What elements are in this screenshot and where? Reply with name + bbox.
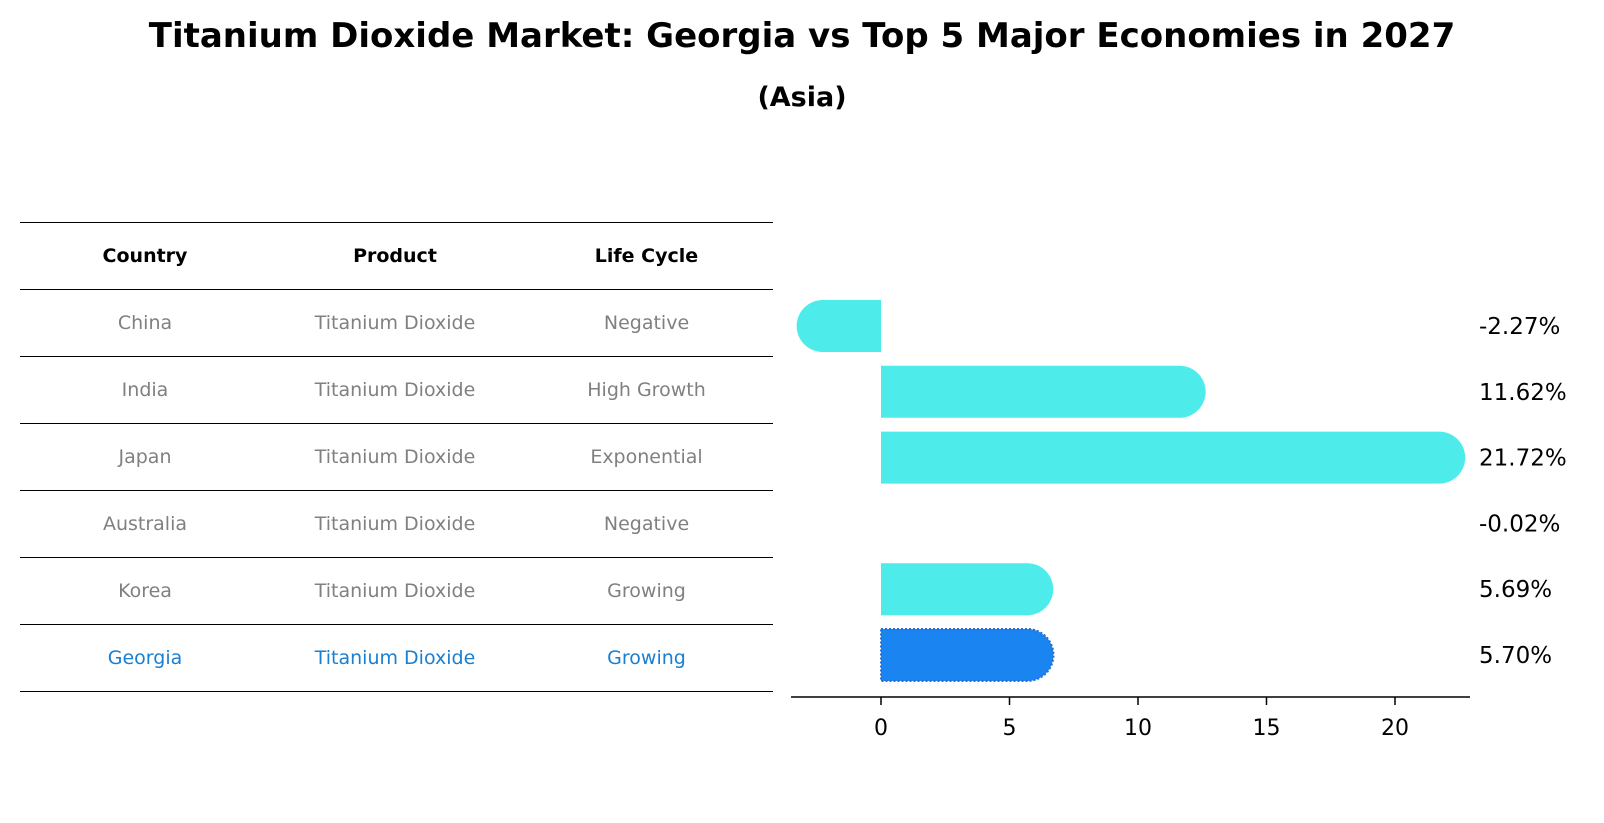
bar-china (796, 300, 881, 352)
chart-title: Titanium Dioxide Market: Georgia vs Top … (148, 16, 1456, 56)
value-label-korea: 5.69% (1479, 577, 1552, 603)
x-tick-label: 5 (1003, 716, 1017, 741)
x-tick-label: 10 (1124, 716, 1152, 741)
bar-india (881, 365, 1206, 418)
cell-product: Titanium Dioxide (314, 647, 476, 669)
value-label-japan: 21.72% (1479, 446, 1567, 472)
table-row-highlighted: Georgia Titanium Dioxide Growing (20, 624, 773, 692)
chart-subtitle: (Asia) (757, 82, 847, 113)
header-country: Country (102, 245, 188, 267)
cell-country: China (117, 312, 173, 334)
cell-country: Georgia (107, 647, 183, 669)
value-label-australia: -0.02% (1479, 511, 1560, 537)
cell-life-cycle: High Growth (587, 379, 706, 401)
x-tick-label: 0 (874, 716, 888, 741)
cell-life-cycle: Growing (607, 580, 686, 602)
x-tick-label: 20 (1381, 716, 1409, 741)
value-label-georgia: 5.70% (1479, 643, 1552, 669)
cell-country: Korea (118, 580, 172, 602)
cell-life-cycle: Negative (603, 312, 690, 334)
table-header-row: Country Product Life Cycle (20, 222, 773, 289)
bar-japan (881, 431, 1466, 484)
bar-korea (881, 563, 1054, 616)
cell-country: India (121, 379, 169, 401)
cell-country: Australia (102, 513, 188, 535)
value-label-china: -2.27% (1479, 314, 1560, 340)
cell-product: Titanium Dioxide (314, 312, 476, 334)
cell-product: Titanium Dioxide (314, 513, 476, 535)
header-product: Product (353, 245, 437, 267)
table-row: India Titanium Dioxide High Growth (20, 356, 773, 423)
table-row: Australia Titanium Dioxide Negative (20, 490, 773, 557)
x-tick-label: 15 (1253, 716, 1281, 741)
cell-country: Japan (118, 446, 172, 468)
cell-product: Titanium Dioxide (314, 379, 476, 401)
cell-life-cycle: Growing (607, 647, 686, 669)
table-row: Korea Titanium Dioxide Growing (20, 557, 773, 624)
table-row: China Titanium Dioxide Negative (20, 289, 773, 356)
cell-product: Titanium Dioxide (314, 446, 476, 468)
header-life-cycle: Life Cycle (594, 245, 699, 267)
cell-product: Titanium Dioxide (314, 580, 476, 602)
market-table: Country Product Life Cycle China Titaniu… (20, 222, 773, 692)
value-label-india: 11.62% (1479, 380, 1567, 406)
cell-life-cycle: Exponential (590, 446, 703, 468)
bar-georgia (880, 628, 1055, 682)
cell-life-cycle: Negative (603, 513, 690, 535)
table-row: Japan Titanium Dioxide Exponential (20, 423, 773, 490)
